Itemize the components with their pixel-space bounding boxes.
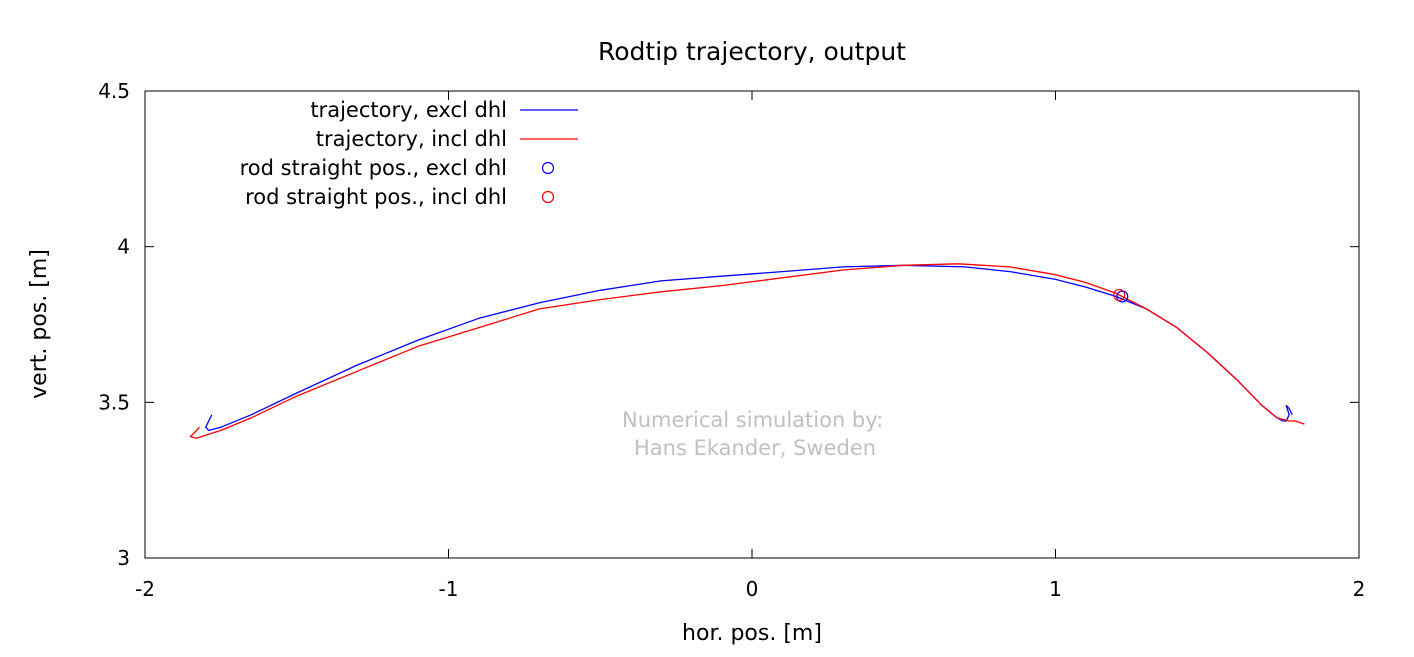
legend: trajectory, excl dhl trajectory, incl dhl… bbox=[240, 98, 578, 209]
y-axis-label: vert. pos. [m] bbox=[27, 249, 52, 399]
watermark-line-1: Numerical simulation by: bbox=[622, 408, 883, 432]
x-tick-label: 2 bbox=[1353, 577, 1366, 601]
x-tick-label: -1 bbox=[439, 577, 459, 601]
y-tick-labels: 3 3.5 4 4.5 bbox=[98, 79, 130, 570]
y-tick-label: 3.5 bbox=[98, 390, 130, 414]
x-tick-labels: -2 -1 0 1 2 bbox=[135, 577, 1365, 601]
series-line-0 bbox=[205, 264, 1293, 432]
series-marker-3 bbox=[1113, 288, 1126, 302]
legend-swatch-marker bbox=[541, 161, 555, 175]
series-line-1 bbox=[189, 263, 1305, 439]
legend-swatch-marker bbox=[541, 190, 555, 204]
x-axis-label: hor. pos. [m] bbox=[682, 621, 822, 646]
y-tick-label: 3 bbox=[117, 546, 130, 570]
legend-label: trajectory, incl dhl bbox=[316, 127, 507, 151]
watermark: Numerical simulation by: Hans Ekander, S… bbox=[622, 408, 883, 460]
y-tick-label: 4.5 bbox=[98, 79, 130, 103]
axis-ticks bbox=[144, 90, 1360, 559]
y-tick-label: 4 bbox=[117, 235, 130, 259]
x-tick-label: -2 bbox=[135, 577, 155, 601]
watermark-line-2: Hans Ekander, Sweden bbox=[634, 436, 876, 460]
chart-title: Rodtip trajectory, output bbox=[598, 37, 906, 66]
data-series bbox=[189, 263, 1305, 439]
legend-label: rod straight pos., excl dhl bbox=[240, 156, 507, 180]
legend-label: rod straight pos., incl dhl bbox=[245, 185, 507, 209]
x-tick-label: 1 bbox=[1049, 577, 1062, 601]
x-tick-label: 0 bbox=[746, 577, 759, 601]
legend-label: trajectory, excl dhl bbox=[310, 98, 507, 122]
